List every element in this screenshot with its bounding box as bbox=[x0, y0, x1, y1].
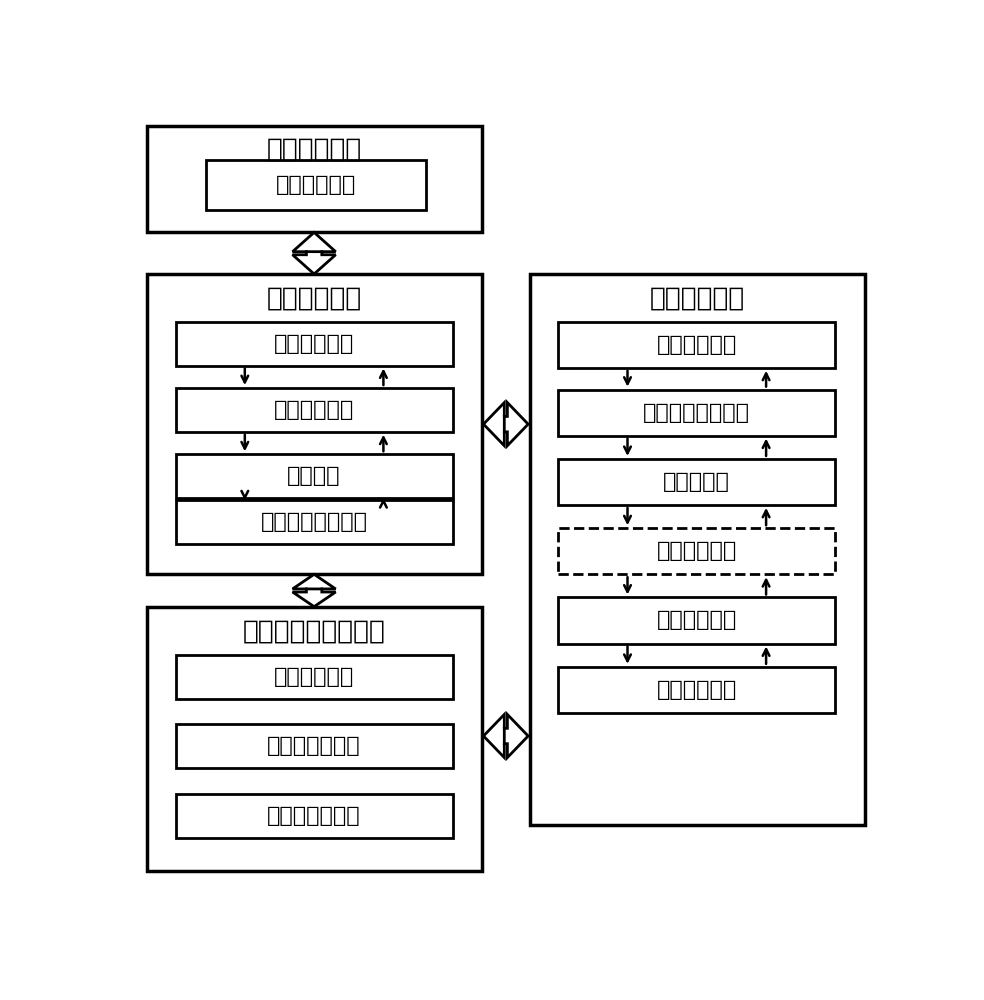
Text: 精同步处理模块: 精同步处理模块 bbox=[268, 736, 361, 756]
Text: 编译码模块: 编译码模块 bbox=[663, 472, 730, 492]
Bar bbox=[558, 322, 835, 368]
Bar bbox=[175, 500, 453, 544]
Polygon shape bbox=[292, 232, 336, 255]
Text: 基带数据处理模块: 基带数据处理模块 bbox=[644, 403, 751, 423]
Text: 计算分析模块: 计算分析模块 bbox=[274, 334, 354, 354]
Text: 数据采集模块: 数据采集模块 bbox=[656, 335, 737, 355]
Bar bbox=[147, 274, 482, 574]
Text: 调制解调模块: 调制解调模块 bbox=[656, 610, 737, 631]
Text: 数据处理单元: 数据处理单元 bbox=[649, 286, 745, 312]
Polygon shape bbox=[292, 589, 336, 607]
Polygon shape bbox=[505, 714, 528, 758]
Text: 决策模块: 决策模块 bbox=[287, 466, 340, 486]
Bar bbox=[147, 126, 482, 232]
Bar bbox=[175, 655, 453, 699]
Text: 报头处理模块: 报头处理模块 bbox=[274, 667, 354, 687]
Text: 信息汇总模块: 信息汇总模块 bbox=[274, 400, 354, 420]
Text: 粗同步处理模块: 粗同步处理模块 bbox=[268, 806, 361, 826]
Bar bbox=[175, 724, 453, 768]
Text: 控制信息处理模块: 控制信息处理模块 bbox=[261, 512, 368, 532]
Text: 计算控制单元: 计算控制单元 bbox=[267, 286, 362, 312]
Text: 信号收发模块: 信号收发模块 bbox=[656, 680, 737, 700]
Bar bbox=[558, 389, 835, 436]
Bar bbox=[558, 667, 835, 713]
Bar bbox=[175, 388, 453, 432]
Bar bbox=[175, 322, 453, 366]
Text: 人机交互单元: 人机交互单元 bbox=[267, 136, 362, 162]
Polygon shape bbox=[483, 403, 508, 446]
Bar bbox=[558, 459, 835, 505]
Text: 人机接口模块: 人机接口模块 bbox=[276, 175, 356, 195]
Text: 扩频解扩模块: 扩频解扩模块 bbox=[656, 541, 737, 561]
Polygon shape bbox=[292, 574, 336, 592]
Polygon shape bbox=[483, 714, 508, 758]
Polygon shape bbox=[292, 252, 336, 274]
Bar bbox=[558, 528, 835, 574]
Polygon shape bbox=[505, 403, 528, 446]
Bar bbox=[175, 794, 453, 838]
Bar bbox=[207, 160, 426, 210]
Bar bbox=[147, 607, 482, 871]
Bar bbox=[175, 454, 453, 498]
Text: 时隙数据帧处理单元: 时隙数据帧处理单元 bbox=[243, 618, 386, 644]
Bar bbox=[558, 597, 835, 644]
Bar bbox=[529, 274, 865, 825]
